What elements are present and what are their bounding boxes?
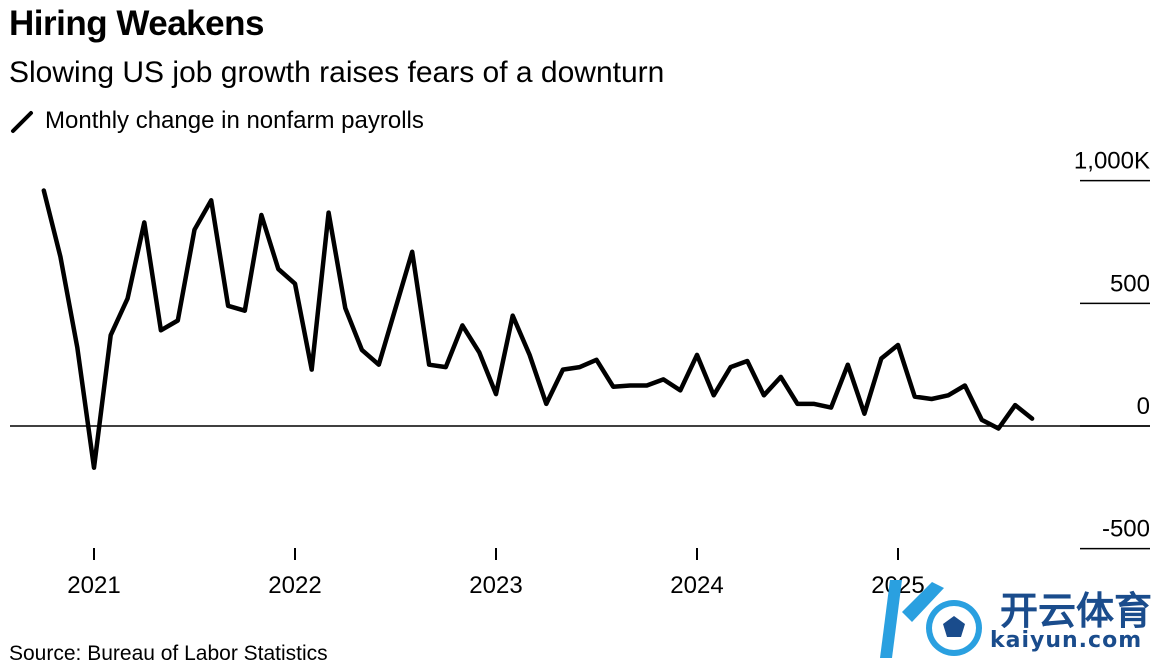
x-tick-label: 2024: [670, 572, 723, 599]
y-tick-label: -500: [1102, 516, 1150, 543]
data-point: [528, 353, 532, 357]
data-point: [511, 314, 515, 318]
data-point: [477, 350, 481, 354]
data-point: [578, 365, 582, 369]
data-point: [109, 333, 113, 337]
x-tick-label: 2022: [268, 572, 321, 599]
data-point: [661, 377, 665, 381]
data-point: [58, 255, 62, 259]
data-point: [226, 304, 230, 308]
data-point: [846, 363, 850, 367]
data-point: [360, 348, 364, 352]
data-point: [812, 402, 816, 406]
data-point: [1030, 417, 1034, 421]
chart-title: Hiring Weakens: [9, 4, 264, 43]
data-point: [92, 466, 96, 470]
data-point: [327, 211, 331, 215]
data-point: [595, 358, 599, 362]
chart-subtitle: Slowing US job growth raises fears of a …: [9, 56, 665, 89]
data-point: [779, 375, 783, 379]
legend: Monthly change in nonfarm payrolls: [9, 107, 424, 135]
data-point: [193, 228, 197, 232]
data-point: [561, 368, 565, 372]
data-point: [176, 319, 180, 323]
data-point: [729, 365, 733, 369]
data-point: [946, 393, 950, 397]
data-point: [259, 213, 263, 217]
watermark-text-cn: 开云体育: [1000, 589, 1153, 633]
data-point: [494, 392, 498, 396]
legend-line-icon: [11, 111, 33, 133]
data-point: [243, 309, 247, 313]
data-point: [343, 306, 347, 310]
data-point: [159, 328, 163, 332]
data-point: [645, 384, 649, 388]
data-point: [862, 412, 866, 416]
data-point: [460, 323, 464, 327]
data-point: [377, 363, 381, 367]
data-point: [879, 357, 883, 361]
watermark-text-en: kaiyun.com: [990, 628, 1143, 653]
data-point: [611, 385, 615, 389]
data-point: [276, 267, 280, 271]
data-point: [444, 365, 448, 369]
data-point: [796, 402, 800, 406]
source-note: Source: Bureau of Labor Statistics: [9, 642, 328, 665]
data-point: [997, 426, 1001, 430]
data-point: [712, 393, 716, 397]
data-point: [209, 198, 213, 202]
soccer-ball-icon: [880, 580, 982, 658]
data-point: [410, 250, 414, 254]
data-point: [1013, 403, 1017, 407]
watermark-logo: 开云体育 kaiyun.com: [872, 572, 1162, 664]
data-point: [678, 388, 682, 392]
data-point: [75, 345, 79, 349]
legend-label: Monthly change in nonfarm payrolls: [45, 107, 424, 134]
y-tick-label: 0: [1137, 393, 1150, 420]
data-point: [42, 188, 46, 192]
data-point: [930, 397, 934, 401]
data-point: [829, 406, 833, 410]
data-point: [293, 282, 297, 286]
x-tick-label: 2023: [469, 572, 522, 599]
data-point: [913, 395, 917, 399]
data-point: [980, 418, 984, 422]
data-point: [544, 402, 548, 406]
payrolls-series-line: [41, 188, 1035, 470]
data-point: [142, 220, 146, 224]
data-point: [896, 343, 900, 347]
data-point: [126, 296, 130, 300]
data-point: [762, 393, 766, 397]
data-point: [963, 384, 967, 388]
data-point: [427, 363, 431, 367]
data-point: [394, 306, 398, 310]
y-tick-label: 500: [1110, 270, 1150, 297]
data-point: [628, 384, 632, 388]
data-point: [695, 353, 699, 357]
y-tick-label: 1,000K: [1074, 148, 1150, 175]
x-tick-label: 2021: [67, 572, 120, 599]
data-point: [745, 359, 749, 363]
data-point: [310, 368, 314, 372]
